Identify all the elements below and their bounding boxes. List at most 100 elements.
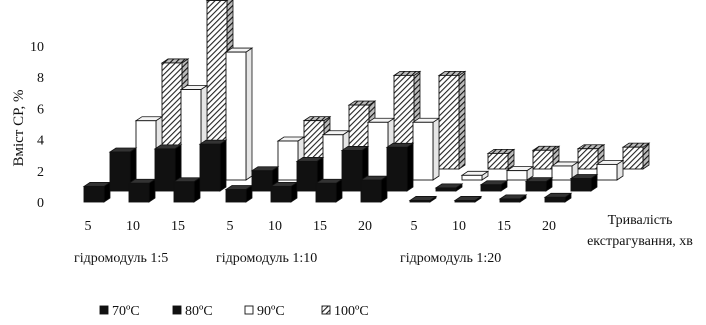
- bar: [411, 117, 441, 181]
- bar-side: [458, 70, 466, 170]
- bar: [595, 159, 625, 181]
- bar: [172, 176, 202, 203]
- bar-front: [322, 134, 344, 181]
- x-tick-label: 5: [411, 219, 418, 234]
- bar-side: [219, 139, 227, 192]
- bar-front: [296, 160, 318, 192]
- bar: [408, 195, 438, 203]
- bar-front: [199, 143, 221, 192]
- bar-front: [109, 151, 131, 192]
- x-tick-label: 20: [358, 219, 372, 234]
- bar: [108, 147, 138, 192]
- legend-swatch: [321, 305, 331, 315]
- x-tick-label: 20: [542, 219, 556, 234]
- bar-side: [406, 142, 414, 192]
- x-axis-title-line2: екстрагування, хв: [587, 234, 693, 249]
- bar-front: [225, 51, 247, 181]
- bar: [224, 184, 254, 203]
- bar: [340, 145, 370, 192]
- legend-label: 90ºС: [257, 304, 285, 319]
- bar-front: [412, 121, 434, 181]
- group-label: гідромодуль 1:20: [400, 251, 501, 266]
- bar-front: [525, 181, 547, 192]
- bar-front: [532, 149, 554, 170]
- bar-front: [544, 196, 566, 203]
- bar-front: [83, 185, 105, 203]
- bar-front: [341, 149, 363, 192]
- bar-front: [173, 181, 195, 203]
- x-tick-label: 5: [227, 219, 234, 234]
- legend-swatch: [244, 305, 254, 315]
- legend-item: 70ºС: [99, 304, 140, 319]
- x-tick-label: 10: [126, 219, 140, 234]
- bar: [359, 175, 389, 203]
- bar-front: [487, 152, 509, 170]
- bar: [569, 173, 599, 192]
- bar: [505, 165, 535, 181]
- y-tick-label: 6: [37, 102, 44, 117]
- bar: [498, 194, 528, 203]
- bar-front: [251, 170, 273, 192]
- y-tick-label: 8: [37, 71, 44, 86]
- y-axis-title: Вміст СР, %: [11, 89, 27, 166]
- legend-swatch: [99, 305, 109, 315]
- bar: [453, 195, 483, 203]
- bar-front: [454, 199, 476, 203]
- bar: [434, 183, 464, 192]
- bar: [437, 70, 467, 170]
- bar-front: [551, 165, 573, 181]
- legend-label: 80ºС: [185, 304, 213, 319]
- group-label: гідромодуль 1:5: [74, 251, 168, 266]
- legend-swatch: [172, 305, 182, 315]
- bar: [460, 170, 490, 181]
- bar-front: [360, 179, 382, 203]
- bar-front: [409, 199, 431, 203]
- bar-front: [499, 198, 521, 203]
- bars: [82, 0, 651, 203]
- bar-front: [596, 163, 618, 181]
- bar-front: [435, 187, 457, 192]
- x-tick-label: 15: [313, 219, 327, 234]
- bar-front: [225, 189, 247, 203]
- y-tick-label: 4: [37, 134, 44, 149]
- x-tick-label: 15: [171, 219, 185, 234]
- legend-label: 70ºС: [112, 304, 140, 319]
- bar-front: [315, 182, 337, 203]
- bar: [543, 192, 573, 203]
- bar-front: [577, 148, 599, 170]
- bar: [198, 139, 228, 192]
- bar-side: [245, 47, 253, 181]
- bar: [479, 180, 509, 192]
- bar-front: [622, 146, 644, 170]
- bar: [524, 176, 554, 192]
- bar-front: [480, 184, 502, 192]
- bar-front: [154, 148, 176, 192]
- bar: [179, 84, 209, 181]
- y-tick-label: 2: [37, 165, 44, 180]
- x-tick-label: 10: [452, 219, 466, 234]
- x-tick-label: 5: [85, 219, 92, 234]
- bar-front: [461, 174, 483, 181]
- y-tick-label: 0: [37, 196, 44, 211]
- bar-front: [386, 146, 408, 192]
- bar-front: [438, 74, 460, 170]
- legend-label: 100ºС: [334, 304, 369, 319]
- bar: [385, 142, 415, 192]
- y-tick-label: 10: [30, 40, 44, 55]
- bar-front: [128, 182, 150, 203]
- bar-front: [367, 121, 389, 181]
- bar: [486, 148, 516, 170]
- bar: [127, 178, 157, 203]
- legend-item: 80ºС: [172, 304, 213, 319]
- bar-front: [570, 178, 592, 192]
- bar: [224, 47, 254, 181]
- y-axis: Вміст СР, % 0 2 4 6 8 10: [11, 40, 44, 211]
- bar-side: [432, 117, 440, 181]
- group-label: гідромодуль 1:10: [216, 251, 317, 266]
- x-axis: 5 10 15 гідромодуль 1:5 5 10 15 20 гідромодуль 1…: [74, 213, 693, 266]
- x-tick-label: 15: [497, 219, 511, 234]
- bar-front: [506, 170, 528, 181]
- bar: [621, 142, 651, 170]
- bar: [82, 181, 112, 203]
